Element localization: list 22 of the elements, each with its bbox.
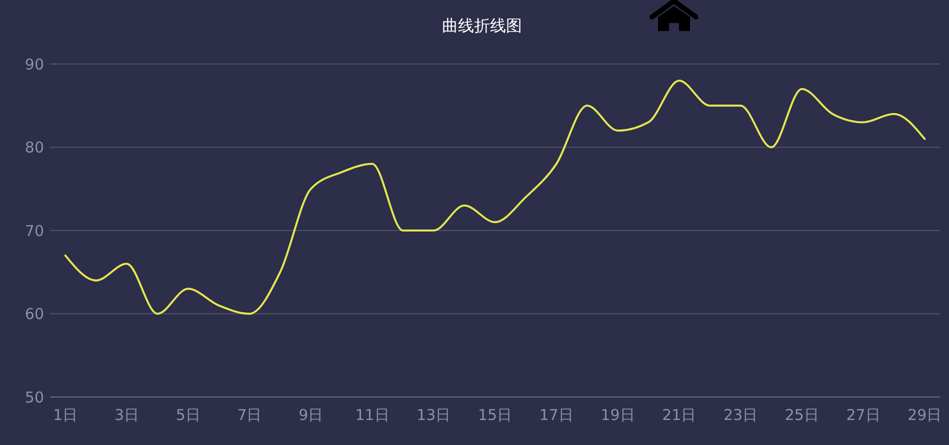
y-tick-label: 50 bbox=[24, 388, 44, 406]
chart-title: 曲线折线图 bbox=[442, 16, 522, 35]
y-tick-label: 60 bbox=[24, 305, 44, 323]
x-tick-label: 1日 bbox=[53, 406, 78, 424]
x-tick-label: 11日 bbox=[355, 406, 390, 424]
x-tick-label: 15日 bbox=[478, 406, 512, 424]
x-tick-label: 5日 bbox=[176, 406, 200, 424]
x-tick-label: 29日 bbox=[908, 406, 942, 424]
x-tick-label: 13日 bbox=[416, 406, 451, 424]
x-tick-label: 25日 bbox=[784, 406, 819, 424]
y-tick-label: 70 bbox=[24, 222, 44, 240]
x-tick-label: 23日 bbox=[723, 406, 758, 424]
line-series bbox=[64, 80, 926, 315]
x-tick-label: 7日 bbox=[237, 406, 262, 424]
x-tick-label: 9日 bbox=[298, 406, 324, 424]
x-tick-label: 17日 bbox=[539, 406, 574, 424]
y-tick-label: 90 bbox=[24, 55, 44, 74]
x-tick-label: 21日 bbox=[662, 406, 696, 424]
x-tick-label: 3日 bbox=[114, 406, 139, 424]
y-tick-label: 80 bbox=[24, 138, 44, 156]
x-tick-label: 27日 bbox=[846, 406, 880, 424]
x-tick-label: 19日 bbox=[600, 406, 635, 424]
